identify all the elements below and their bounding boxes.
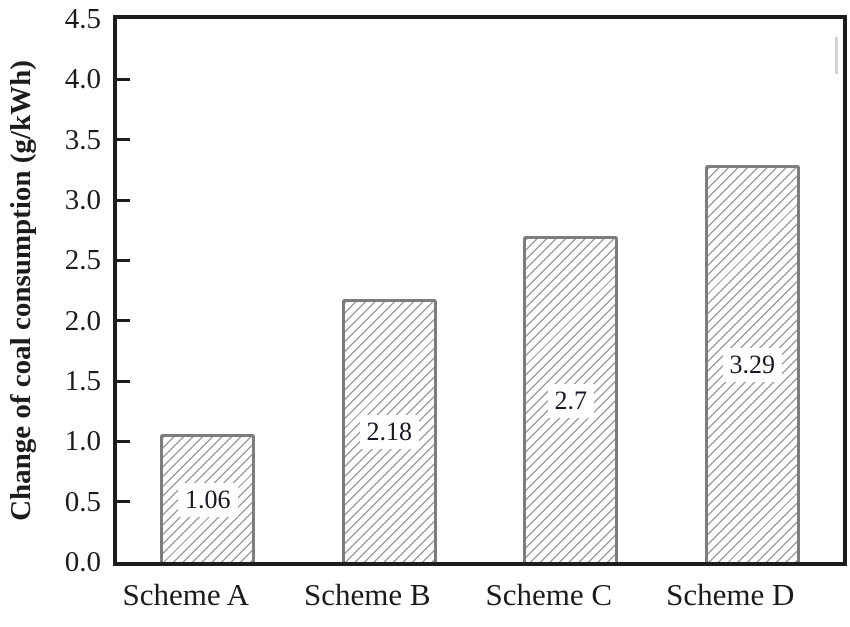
y-axis-ticks-layer: [117, 19, 843, 562]
y-tick-mark: [117, 258, 130, 262]
bar: 3.29: [704, 165, 800, 562]
y-tick-label: 2.0: [64, 304, 101, 337]
y-tick-mark: [117, 198, 130, 202]
y-tick-mark: [117, 439, 130, 443]
y-tick-mark: [117, 379, 130, 383]
y-tick-label: 4.5: [64, 3, 101, 35]
x-axis-label: Scheme C: [485, 577, 613, 612]
y-tick-label: 3.5: [64, 123, 101, 156]
y-tick-label: 2.5: [64, 244, 101, 277]
bar: 2.18: [341, 298, 437, 562]
x-axis-labels: Scheme A Scheme B Scheme C Scheme D: [95, 577, 821, 613]
y-tick-mark: [117, 77, 130, 81]
y-tick-mark: [117, 138, 130, 142]
y-tick-label: 3.0: [64, 184, 101, 216]
bar-value-label: 2.18: [359, 414, 419, 449]
bar-value-label: 1.06: [178, 482, 238, 517]
y-tick-label: 0.5: [64, 485, 101, 518]
y-axis-tick-labels: 0.0 0.5 1.0 1.5 2.0 2.5 3.0 3.5 4.0 4.5: [0, 4, 101, 577]
y-tick-mark: [117, 319, 130, 323]
bar-value-label: 3.29: [722, 348, 782, 382]
bar-value-label: 2.7: [547, 383, 594, 418]
x-axis-label: Scheme A: [122, 577, 250, 612]
scrollbar-artifact: [835, 37, 838, 74]
bar: 2.7: [523, 236, 619, 562]
x-axis-label: Scheme B: [303, 577, 431, 612]
bars-layer: 1.06 2.18 2.7 3.29: [117, 19, 843, 562]
y-tick-label: 1.5: [64, 365, 101, 397]
plot-area: 1.06 2.18 2.7 3.29: [113, 15, 847, 566]
x-axis-label: Scheme D: [666, 577, 795, 612]
y-tick-label: 4.0: [64, 63, 101, 96]
bar: 1.06: [160, 434, 256, 562]
y-tick-mark: [117, 500, 130, 504]
y-tick-label: 0.0: [64, 546, 101, 578]
y-tick-label: 1.0: [64, 425, 101, 458]
